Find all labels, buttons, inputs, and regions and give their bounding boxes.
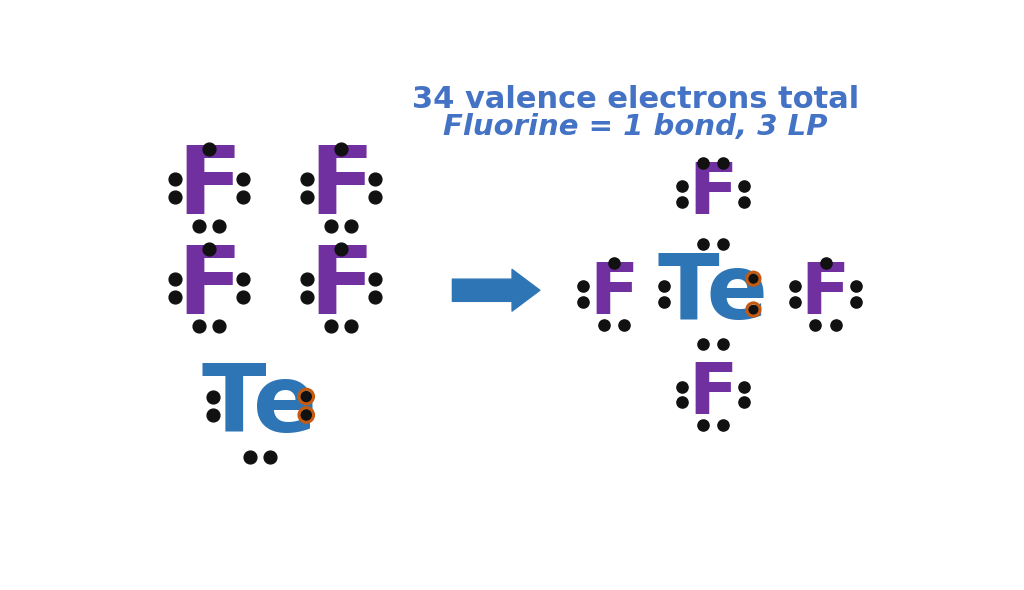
Point (343, 322, 359, 331)
Text: F: F (801, 260, 850, 329)
Text: F: F (177, 142, 242, 234)
Point (807, 320, 823, 330)
Point (674, 382, 690, 391)
Point (745, 305, 762, 314)
Point (333, 245, 349, 254)
Text: F: F (177, 242, 242, 334)
Point (615, 320, 632, 330)
FancyArrowPatch shape (453, 270, 540, 311)
Point (167, 192, 183, 202)
Point (367, 174, 383, 183)
Point (606, 258, 623, 268)
Point (787, 297, 804, 307)
Point (299, 293, 315, 302)
Point (596, 320, 612, 330)
Point (674, 397, 690, 407)
Point (695, 339, 712, 349)
Point (736, 182, 753, 191)
Point (299, 174, 315, 183)
Point (367, 274, 383, 283)
Text: Te: Te (202, 360, 317, 452)
Point (236, 192, 252, 202)
Point (298, 392, 314, 401)
Point (787, 281, 804, 291)
Text: F: F (309, 242, 374, 334)
Point (817, 258, 834, 268)
Point (695, 420, 712, 430)
Point (715, 240, 731, 249)
Point (655, 281, 672, 291)
Point (715, 339, 731, 349)
Text: Fluorine = 1 bond, 3 LP: Fluorine = 1 bond, 3 LP (443, 113, 827, 141)
Point (323, 322, 339, 331)
Point (736, 397, 753, 407)
Point (211, 322, 227, 331)
Point (674, 197, 690, 206)
Text: F: F (309, 142, 374, 234)
Point (574, 281, 591, 291)
Point (745, 274, 762, 283)
Text: F: F (688, 159, 738, 228)
Point (745, 305, 762, 314)
Point (333, 145, 349, 154)
Point (827, 320, 844, 330)
Point (695, 159, 712, 168)
Point (236, 274, 252, 283)
Point (695, 240, 712, 249)
Point (299, 192, 315, 202)
Text: Te: Te (657, 250, 769, 338)
Point (343, 222, 359, 231)
Point (205, 410, 221, 419)
Point (167, 274, 183, 283)
Point (211, 222, 227, 231)
Point (848, 297, 864, 307)
Point (574, 297, 591, 307)
Point (298, 392, 314, 401)
Point (205, 392, 221, 401)
Point (236, 174, 252, 183)
Point (167, 174, 183, 183)
Point (298, 410, 314, 419)
Point (736, 382, 753, 391)
Point (242, 452, 258, 461)
Point (236, 293, 252, 302)
Text: F: F (589, 260, 639, 329)
Point (191, 322, 208, 331)
Point (299, 274, 315, 283)
Point (298, 410, 314, 419)
Point (848, 281, 864, 291)
Point (367, 192, 383, 202)
Point (167, 293, 183, 302)
Point (745, 274, 762, 283)
Point (201, 245, 217, 254)
Point (262, 452, 279, 461)
Point (655, 297, 672, 307)
Point (191, 222, 208, 231)
Point (367, 293, 383, 302)
Point (736, 197, 753, 206)
Text: F: F (688, 360, 738, 429)
Point (674, 182, 690, 191)
Point (715, 420, 731, 430)
Point (323, 222, 339, 231)
Point (201, 145, 217, 154)
Text: 34 valence electrons total: 34 valence electrons total (412, 84, 859, 114)
Point (715, 159, 731, 168)
